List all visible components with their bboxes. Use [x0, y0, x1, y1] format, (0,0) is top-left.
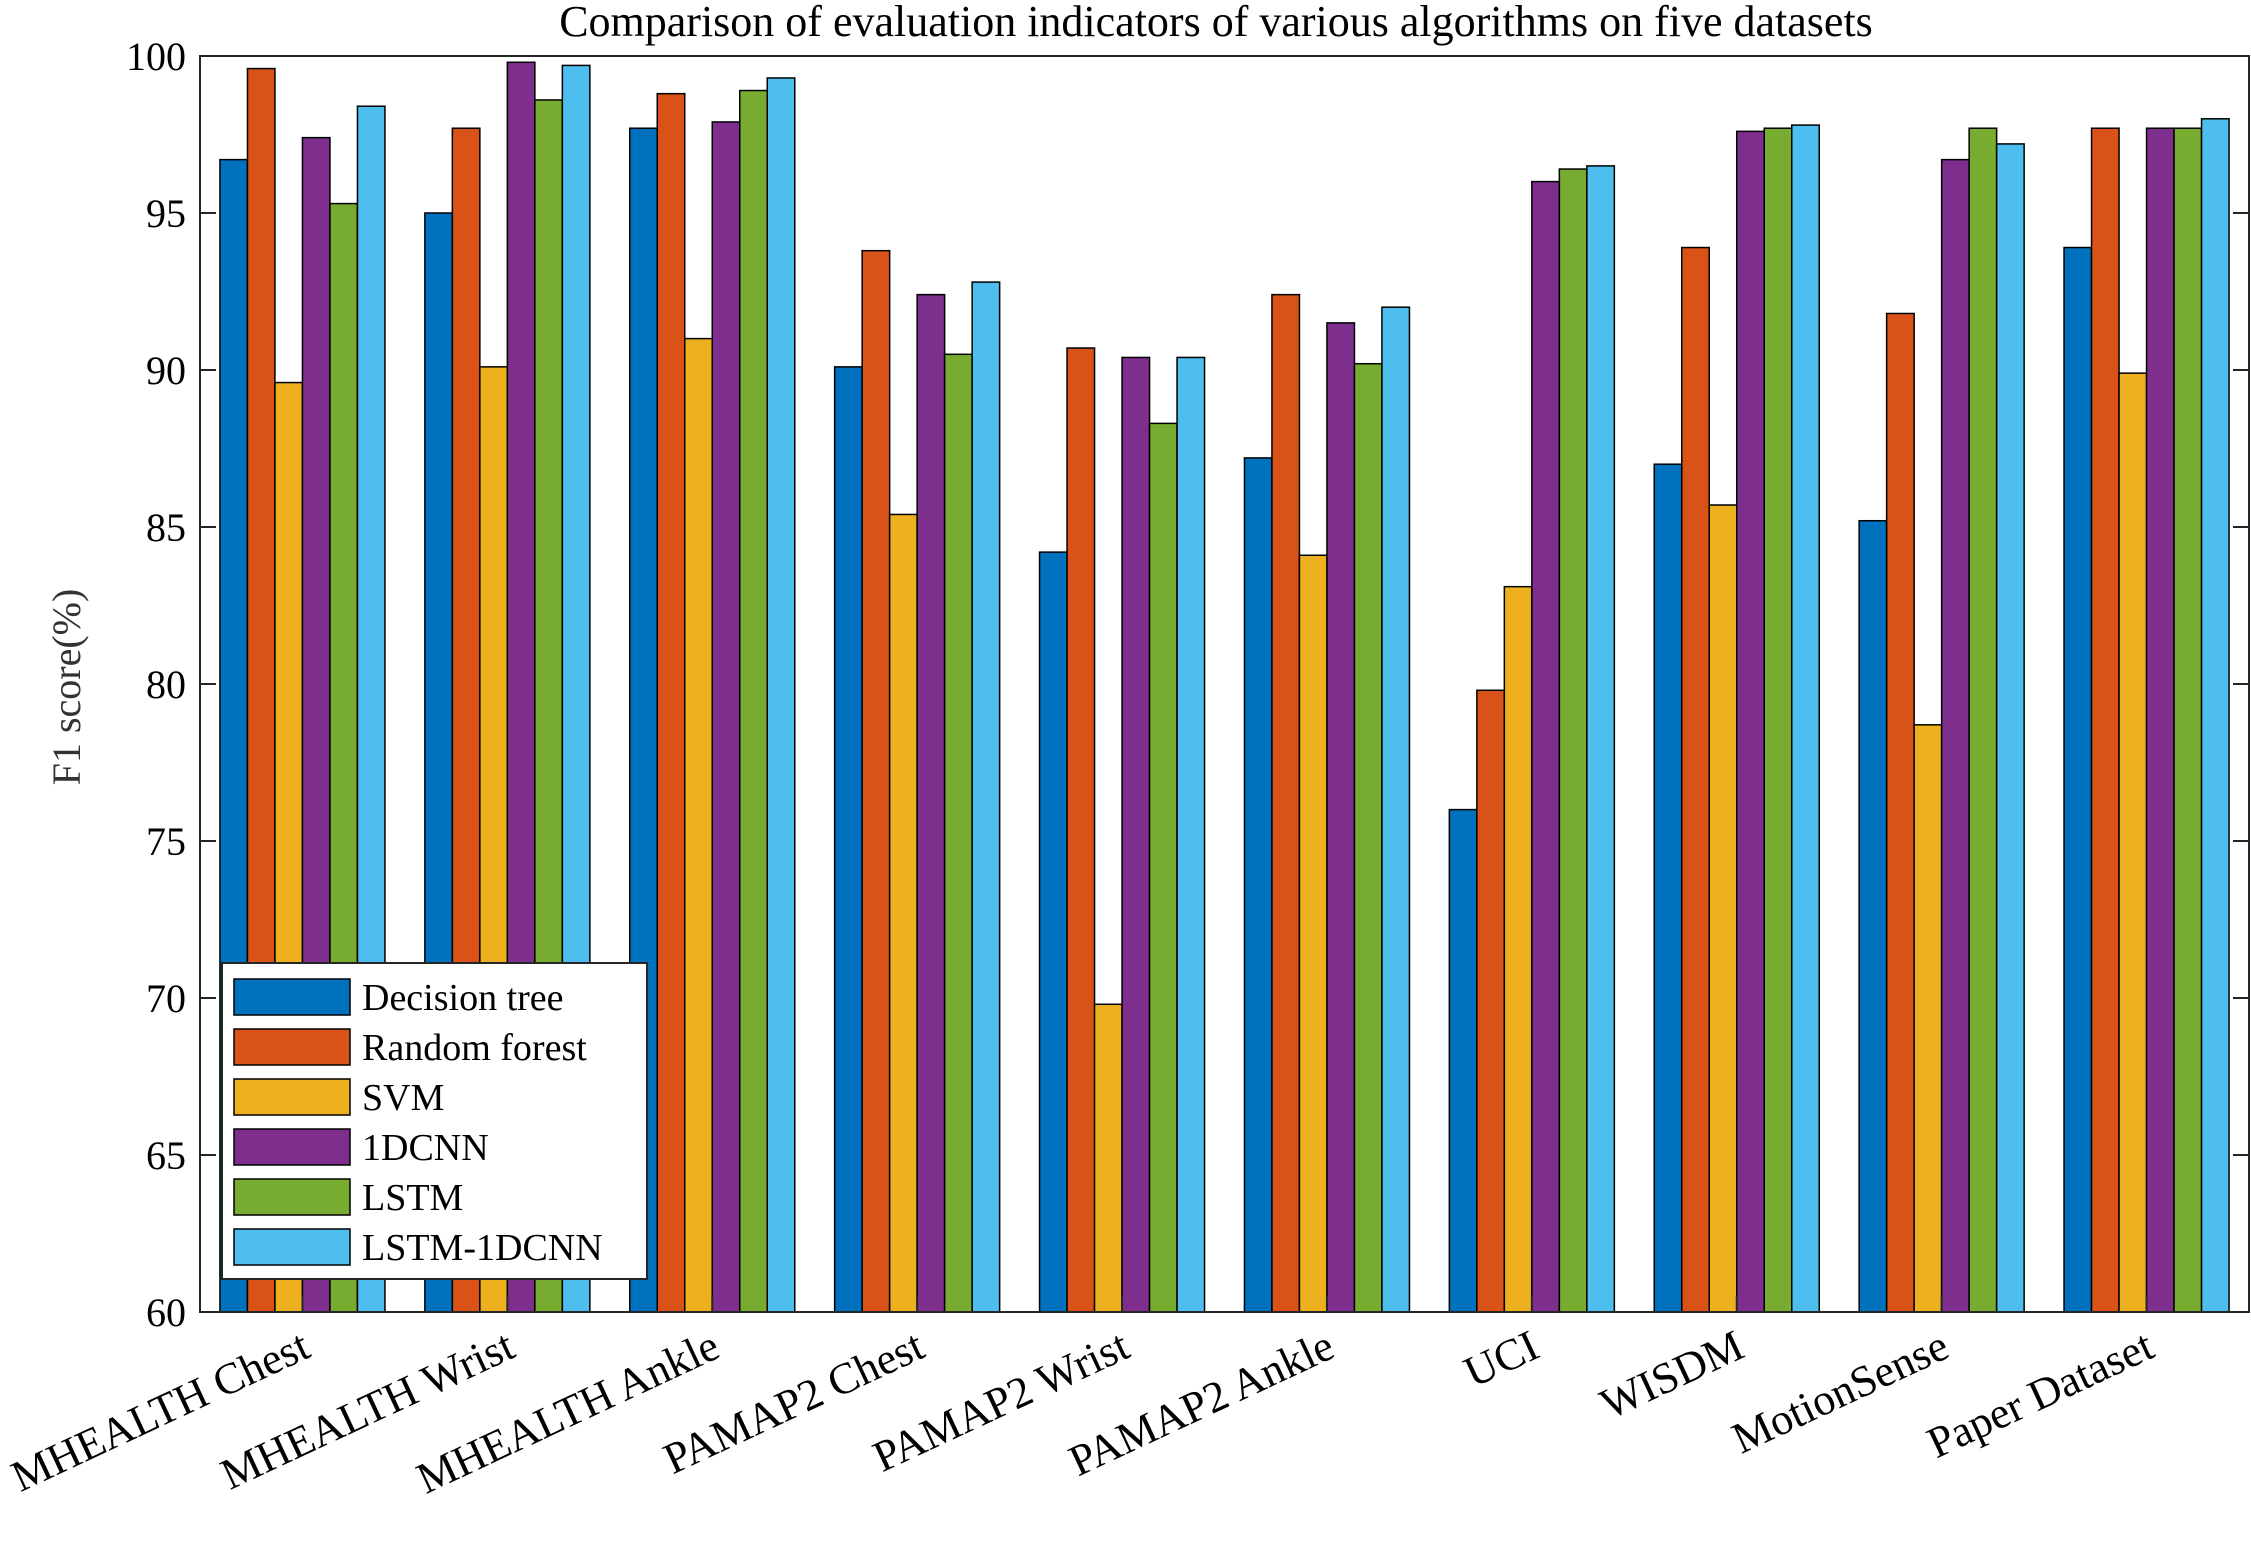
- bar-decision-tree-pamap2-chest: [833, 366, 863, 1313]
- bar-decision-tree-wisdm: [1653, 463, 1683, 1313]
- bar-svm-pamap2-ankle: [1298, 554, 1328, 1313]
- x-tick-label: Paper Dataset: [1920, 1321, 2161, 1468]
- bar-1dcnn-uci: [1531, 180, 1561, 1313]
- x-tick-label: WISDM: [1593, 1321, 1751, 1429]
- x-tick-label: MotionSense: [1725, 1321, 1956, 1464]
- bar-lstm-pamap2-ankle: [1353, 362, 1383, 1313]
- y-tick-label: 65: [146, 1133, 186, 1178]
- y-tick-label: 85: [146, 505, 186, 550]
- bar-svm-wisdm: [1708, 504, 1738, 1313]
- bar-decision-tree-uci: [1448, 808, 1478, 1313]
- bar-lstm-wisdm: [1763, 127, 1793, 1313]
- bar-lstm-1dcnn-motionsense: [1995, 143, 2025, 1313]
- bar-lstm-mhealth-ankle: [739, 89, 768, 1313]
- bar-random-forest-pamap2-ankle: [1271, 293, 1301, 1313]
- legend-label: 1DCNN: [362, 1127, 489, 1169]
- bar-decision-tree-pamap2-wrist: [1038, 551, 1068, 1313]
- bar-lstm-paper-dataset: [2173, 127, 2203, 1313]
- bar-decision-tree-paper-dataset: [2063, 246, 2093, 1313]
- y-axis-label: F1 score(%): [44, 589, 89, 786]
- legend-label: Decision tree: [362, 977, 564, 1019]
- y-tick-label: 95: [146, 191, 186, 236]
- legend-label: Random forest: [362, 1027, 587, 1069]
- legend-swatch-lstm-1dcnn: [233, 1228, 351, 1266]
- chart-title: Comparison of evaluation indicators of v…: [559, 0, 1873, 46]
- y-axis: 60 65 70 75 80 85 90 95 100: [126, 34, 2249, 1335]
- bar-svm-paper-dataset: [2118, 372, 2148, 1313]
- bar-svm-pamap2-chest: [888, 513, 918, 1313]
- bar-lstm-1dcnn-pamap2-ankle: [1381, 306, 1411, 1313]
- bar-svm-pamap2-wrist: [1093, 1003, 1123, 1313]
- bar-1dcnn-pamap2-ankle: [1326, 322, 1356, 1313]
- bar-random-forest-pamap2-chest: [861, 249, 891, 1313]
- bar-lstm-1dcnn-uci: [1586, 165, 1616, 1313]
- bar-lstm-uci: [1558, 168, 1588, 1313]
- legend-swatch-lstm: [233, 1178, 351, 1216]
- bar-lstm-1dcnn-mhealth-ankle: [766, 77, 796, 1313]
- bar-random-forest-wisdm: [1681, 246, 1710, 1313]
- y-tick-label: 90: [146, 348, 186, 393]
- bars-group: [219, 61, 2230, 1313]
- legend-label: LSTM-1DCNN: [362, 1227, 603, 1269]
- bar-random-forest-pamap2-wrist: [1066, 347, 1096, 1313]
- legend-swatch-svm: [233, 1078, 351, 1116]
- bar-1dcnn-mhealth-ankle: [711, 121, 741, 1313]
- bar-1dcnn-paper-dataset: [2145, 127, 2175, 1313]
- legend: Decision tree Random forest SVM 1DCNN LSTM LS…: [221, 962, 648, 1280]
- bar-random-forest-paper-dataset: [2090, 127, 2120, 1313]
- bar-lstm-motionsense: [1968, 127, 1998, 1313]
- bar-1dcnn-motionsense: [1940, 158, 1970, 1313]
- legend-label: LSTM: [362, 1177, 463, 1219]
- bar-lstm-1dcnn-paper-dataset: [2200, 118, 2230, 1313]
- y-tick-label: 75: [146, 819, 186, 864]
- bar-svm-uci: [1503, 585, 1533, 1313]
- bar-svm-mhealth-ankle: [684, 337, 713, 1313]
- x-tick-label: UCI: [1457, 1321, 1546, 1397]
- bar-random-forest-motionsense: [1885, 312, 1915, 1313]
- legend-label: SVM: [362, 1077, 444, 1119]
- y-tick-label: 100: [126, 34, 186, 79]
- y-tick-label: 60: [146, 1290, 186, 1335]
- bar-random-forest-mhealth-ankle: [656, 92, 686, 1313]
- legend-swatch-1dcnn: [233, 1128, 351, 1166]
- y-tick-label: 70: [146, 976, 186, 1021]
- bar-1dcnn-wisdm: [1736, 130, 1765, 1313]
- bar-random-forest-uci: [1476, 689, 1506, 1313]
- bar-lstm-1dcnn-pamap2-wrist: [1176, 356, 1206, 1313]
- bar-lstm-pamap2-chest: [943, 353, 973, 1313]
- bar-decision-tree-pamap2-ankle: [1243, 457, 1273, 1313]
- y-tick-label: 80: [146, 662, 186, 707]
- bar-lstm-pamap2-wrist: [1148, 422, 1178, 1313]
- bar-1dcnn-pamap2-chest: [916, 293, 946, 1313]
- legend-swatch-decision-tree: [233, 978, 351, 1016]
- legend-swatch-random-forest: [233, 1028, 351, 1066]
- bar-decision-tree-motionsense: [1858, 519, 1888, 1313]
- bar-lstm-1dcnn-wisdm: [1791, 124, 1820, 1313]
- bar-1dcnn-pamap2-wrist: [1121, 356, 1151, 1313]
- bar-svm-motionsense: [1913, 724, 1943, 1313]
- bar-lstm-1dcnn-pamap2-chest: [971, 281, 1001, 1313]
